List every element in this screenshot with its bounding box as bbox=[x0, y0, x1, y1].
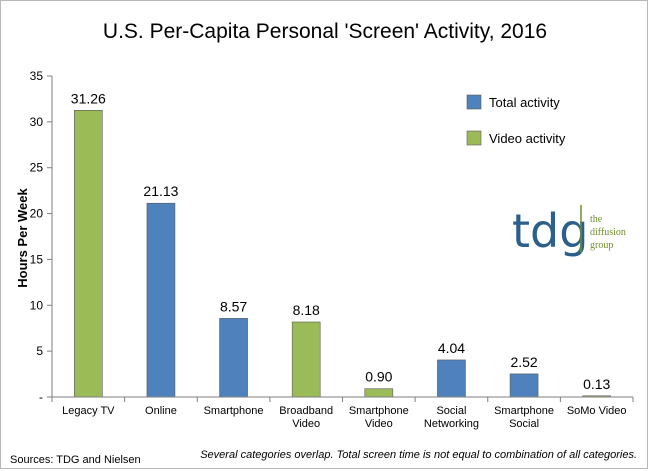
chart-title: U.S. Per-Capita Personal 'Screen' Activi… bbox=[103, 20, 547, 43]
logo-line-the: the bbox=[590, 214, 603, 225]
y-axis-label: Hours Per Week bbox=[15, 187, 30, 287]
y-axis-ticks: - 5 10 15 20 25 30 35 bbox=[30, 69, 634, 404]
category-label-7: SoMo Video bbox=[567, 405, 627, 417]
logo-mark: tdg bbox=[512, 204, 588, 258]
data-label-4: 0.90 bbox=[365, 369, 392, 385]
legend-label-total: Total activity bbox=[489, 95, 560, 110]
legend-label-video: Video activity bbox=[489, 131, 566, 146]
y-tick-label: 20 bbox=[30, 207, 44, 221]
bar-5 bbox=[437, 359, 466, 398]
data-label-6: 2.52 bbox=[510, 354, 537, 370]
bars bbox=[74, 110, 611, 398]
data-label-7: 0.13 bbox=[583, 376, 610, 392]
data-label-2: 8.57 bbox=[220, 298, 247, 314]
bar-3 bbox=[291, 321, 321, 398]
category-label-2: Smartphone bbox=[204, 405, 264, 417]
category-label-0: Legacy TV bbox=[62, 405, 115, 417]
category-label-4: Video bbox=[365, 418, 393, 430]
tdg-logo: tdg the diffusion group bbox=[512, 204, 626, 258]
category-label-4: Smartphone bbox=[349, 405, 409, 417]
y-tick-label: 25 bbox=[30, 161, 44, 175]
y-tick-label: 30 bbox=[30, 115, 44, 129]
y-tick-label: 35 bbox=[30, 69, 44, 83]
data-label-1: 21.13 bbox=[143, 183, 178, 199]
legend-swatch-video bbox=[466, 130, 482, 146]
logo-line-group: group bbox=[590, 240, 613, 251]
category-label-3: Broadband bbox=[279, 405, 333, 417]
category-label-5: Social bbox=[436, 405, 466, 417]
data-label-3: 8.18 bbox=[293, 302, 320, 318]
logo-line-diffusion: diffusion bbox=[590, 227, 626, 238]
category-label-6: Social bbox=[509, 418, 539, 430]
bar-1 bbox=[146, 202, 176, 398]
category-label-1: Online bbox=[145, 405, 177, 417]
category-label-6: Smartphone bbox=[494, 405, 554, 417]
y-tick-label: 10 bbox=[30, 298, 44, 312]
bar-6 bbox=[509, 373, 539, 398]
y-tick-label: - bbox=[39, 390, 43, 404]
legend: Total activity Video activity bbox=[466, 94, 566, 146]
data-label-5: 4.04 bbox=[438, 340, 465, 356]
category-label-3: Video bbox=[292, 418, 320, 430]
y-tick-label: 5 bbox=[36, 344, 43, 358]
data-labels: 31.26 21.13 8.57 8.18 0.90 4.04 2.52 0.13 bbox=[71, 90, 611, 392]
legend-swatch-total bbox=[466, 94, 482, 110]
bar-4 bbox=[364, 388, 394, 398]
y-tick-label: 15 bbox=[30, 252, 44, 266]
source-text: Sources: TDG and Nielsen bbox=[10, 454, 141, 466]
bar-2 bbox=[219, 318, 248, 398]
bar-0 bbox=[74, 110, 103, 398]
category-labels: Legacy TV Online Smartphone BroadbandVideoS… bbox=[62, 405, 626, 430]
footnote-text: Several categories overlap. Total screen… bbox=[200, 449, 637, 461]
data-label-0: 31.26 bbox=[71, 90, 106, 106]
category-label-5: Networking bbox=[424, 418, 479, 430]
